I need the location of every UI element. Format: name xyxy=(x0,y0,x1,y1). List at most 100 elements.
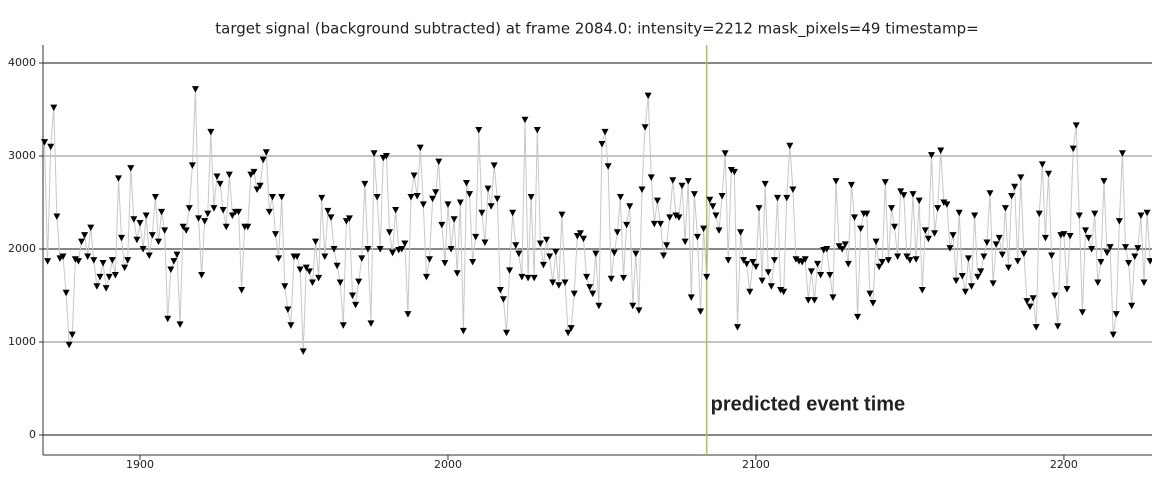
marker xyxy=(321,253,329,260)
marker xyxy=(891,223,899,231)
marker xyxy=(284,306,292,313)
marker xyxy=(1072,122,1080,129)
marker xyxy=(607,275,615,283)
marker xyxy=(789,186,797,194)
marker xyxy=(450,216,458,223)
marker xyxy=(543,236,551,244)
y-tick-label: 2000 xyxy=(8,242,36,255)
marker xyxy=(1051,292,1059,300)
marker xyxy=(1137,212,1145,220)
marker xyxy=(429,195,437,203)
marker xyxy=(182,227,190,234)
marker xyxy=(1048,252,1056,260)
marker xyxy=(416,144,424,152)
marker xyxy=(41,139,49,146)
x-tick-label: 2000 xyxy=(434,458,462,471)
marker xyxy=(259,156,267,164)
marker xyxy=(413,193,421,200)
marker xyxy=(244,223,252,231)
marker xyxy=(727,166,735,174)
marker xyxy=(632,250,640,258)
marker xyxy=(943,201,951,208)
marker xyxy=(906,257,914,264)
marker xyxy=(620,274,628,282)
marker xyxy=(663,242,671,249)
marker xyxy=(506,267,514,274)
marker xyxy=(268,193,276,201)
marker xyxy=(515,250,523,258)
marker xyxy=(641,124,649,131)
marker xyxy=(767,283,775,290)
marker xyxy=(281,283,289,290)
marker xyxy=(1063,286,1071,293)
marker xyxy=(318,194,326,202)
marker xyxy=(136,219,144,227)
marker xyxy=(114,175,122,182)
marker xyxy=(684,178,692,185)
marker xyxy=(854,313,862,321)
marker xyxy=(866,290,874,298)
marker xyxy=(961,288,969,296)
marker xyxy=(746,288,754,296)
marker xyxy=(361,180,369,188)
marker xyxy=(404,311,412,318)
marker xyxy=(225,171,233,179)
marker xyxy=(154,238,162,246)
marker xyxy=(1054,323,1062,330)
marker xyxy=(238,286,246,294)
y-tick-label: 4000 xyxy=(8,56,36,69)
marker xyxy=(678,182,686,190)
marker xyxy=(398,246,406,253)
marker xyxy=(700,225,708,233)
marker xyxy=(647,174,655,181)
marker xyxy=(814,260,822,268)
marker xyxy=(435,158,443,166)
marker xyxy=(761,180,769,188)
marker xyxy=(469,259,477,266)
marker xyxy=(59,253,67,260)
marker xyxy=(444,201,452,208)
marker xyxy=(586,284,594,291)
marker xyxy=(579,235,587,243)
marker xyxy=(1097,259,1105,266)
marker xyxy=(355,278,363,286)
marker xyxy=(626,203,634,210)
marker xyxy=(84,253,92,260)
marker xyxy=(185,205,193,212)
marker xyxy=(527,193,535,201)
marker xyxy=(207,128,215,136)
series-line xyxy=(44,89,1151,352)
marker xyxy=(456,199,464,207)
marker xyxy=(758,277,766,285)
marker xyxy=(977,268,985,275)
marker xyxy=(878,259,886,266)
marker xyxy=(81,232,89,239)
marker xyxy=(604,163,612,170)
marker xyxy=(191,86,199,93)
annotation: predicted event time xyxy=(711,393,906,415)
marker xyxy=(466,191,474,198)
marker xyxy=(777,286,785,294)
marker xyxy=(964,255,972,262)
marker xyxy=(499,296,507,303)
marker xyxy=(715,227,723,234)
marker xyxy=(490,162,498,169)
marker xyxy=(1038,161,1046,168)
marker xyxy=(752,263,760,271)
marker xyxy=(851,214,859,221)
marker xyxy=(1032,324,1040,331)
marker xyxy=(952,277,960,285)
marker xyxy=(367,320,375,327)
marker xyxy=(940,199,948,207)
marker xyxy=(693,233,701,241)
marker xyxy=(912,256,920,263)
y-tick-label: 3000 xyxy=(8,149,36,162)
marker xyxy=(712,212,720,220)
marker xyxy=(62,289,70,297)
marker xyxy=(921,227,929,234)
marker xyxy=(983,239,991,247)
marker xyxy=(222,223,230,231)
marker xyxy=(462,179,470,187)
marker xyxy=(447,246,455,253)
